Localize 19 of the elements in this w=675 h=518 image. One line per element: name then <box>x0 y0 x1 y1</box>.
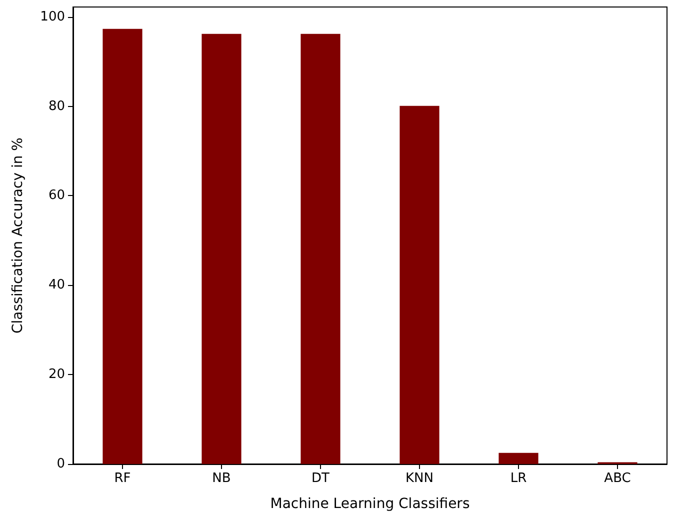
y-tick-label: 0 <box>56 456 65 472</box>
x-axis-title: Machine Learning Classifiers <box>270 496 470 512</box>
x-tick-label: LR <box>510 471 527 486</box>
y-tick-label: 80 <box>48 98 65 114</box>
y-tick-label: 40 <box>48 278 65 293</box>
y-tick-label: 20 <box>48 367 65 382</box>
x-tick-label: NB <box>212 471 231 486</box>
bar <box>202 34 242 464</box>
bar <box>400 106 440 464</box>
x-tick-label: ABC <box>604 471 631 486</box>
y-tick-label: 100 <box>40 9 65 24</box>
x-tick-label: KNN <box>406 471 434 486</box>
bar <box>102 28 142 464</box>
x-tick-label: RF <box>114 471 131 486</box>
bar <box>300 34 340 464</box>
y-axis-title: Classification Accuracy in % <box>10 138 26 334</box>
bar <box>498 452 538 464</box>
y-tick-label: 60 <box>48 188 65 204</box>
x-tick-label: DT <box>312 471 330 486</box>
